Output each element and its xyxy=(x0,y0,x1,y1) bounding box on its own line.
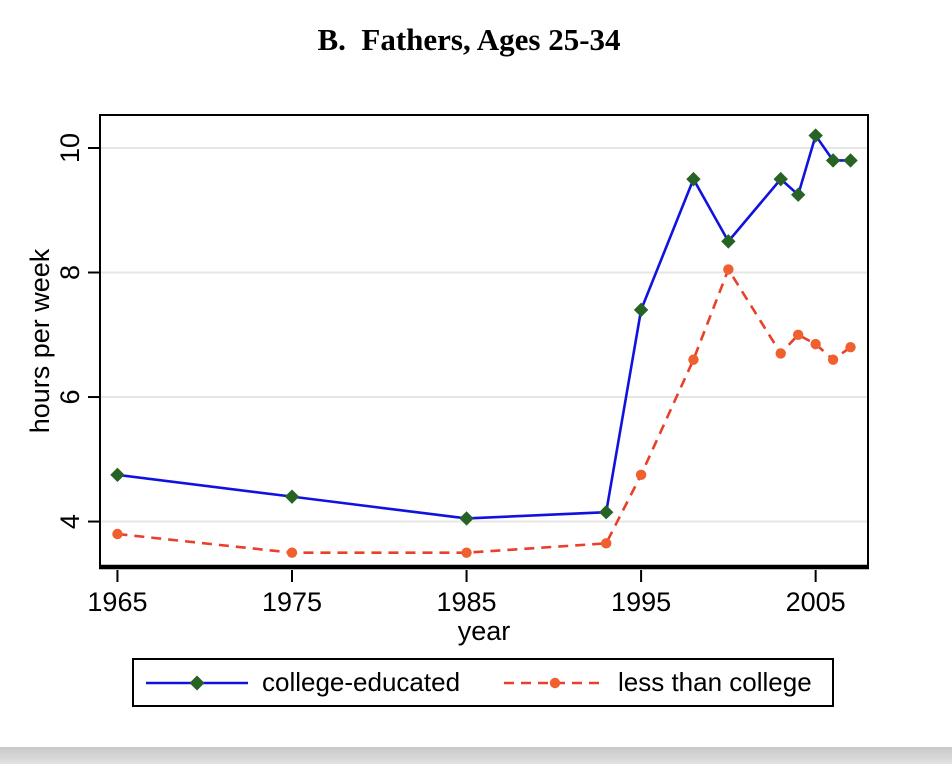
marker-less-than-college-1993 xyxy=(600,538,612,549)
x-axis-title: year xyxy=(458,616,511,646)
marker-less-than-college-1975 xyxy=(286,547,298,558)
marker-college-educated-1965 xyxy=(110,467,125,483)
x-tick-label-1995: 1995 xyxy=(611,587,671,617)
marker-less-than-college-1965 xyxy=(112,528,123,540)
marker-college-educated-2006 xyxy=(825,153,841,168)
x-tick-label-1975: 1975 xyxy=(262,587,322,617)
y-tick-label-4: 4 xyxy=(55,514,85,529)
marker-college-educated-2000 xyxy=(721,234,736,249)
marker-college-educated-1998 xyxy=(686,171,701,187)
legend: college-educated less than college xyxy=(132,658,834,707)
marker-college-educated-2004 xyxy=(790,187,806,202)
college-educated-line-sample xyxy=(146,675,248,691)
y-tick-label-6: 6 xyxy=(55,390,85,405)
y-tick-label-8: 8 xyxy=(55,265,85,280)
marker-college-educated-1995 xyxy=(633,302,649,318)
y-axis-title: hours per week xyxy=(25,248,55,433)
less-than-college-line-sample xyxy=(504,677,606,689)
marker-college-educated-2007 xyxy=(843,153,858,168)
marker-college-educated-2005 xyxy=(808,128,823,143)
marker-college-educated-1993 xyxy=(598,505,614,520)
legend-label-less-than-college: less than college xyxy=(618,667,812,697)
x-tick-label-1985: 1985 xyxy=(437,587,497,617)
circle-marker-icon xyxy=(549,677,561,689)
page-edge-band xyxy=(0,747,952,764)
marker-less-than-college-1985 xyxy=(461,547,472,558)
legend-label-college-educated: college-educated xyxy=(262,667,461,697)
series-line-less-than-college xyxy=(117,266,852,554)
marker-less-than-college-1995 xyxy=(635,469,647,481)
marker-less-than-college-2004 xyxy=(792,329,804,340)
chart-title: B. Fathers, Ages 25-34 xyxy=(317,22,621,57)
diamond-marker-icon xyxy=(189,675,205,691)
plot-frame xyxy=(99,114,869,568)
marker-college-educated-2003 xyxy=(773,171,788,187)
x-tick-label-2005: 2005 xyxy=(786,587,846,617)
marker-college-educated-1985 xyxy=(459,511,474,526)
y-tick-label-10: 10 xyxy=(55,133,85,163)
marker-less-than-college-2000 xyxy=(723,264,734,275)
marker-less-than-college-2003 xyxy=(775,348,786,359)
marker-less-than-college-2007 xyxy=(845,342,856,353)
marker-less-than-college-1998 xyxy=(688,354,699,365)
series-line-college-educated xyxy=(117,132,851,520)
plot-area: 4 6 8 10 1965 1975 1985 1995 2005 hours per week y… xyxy=(25,114,869,646)
x-tick-label-1965: 1965 xyxy=(87,587,147,617)
marker-college-educated-1975 xyxy=(284,489,300,504)
marker-less-than-college-2006 xyxy=(827,354,839,365)
marker-less-than-college-2005 xyxy=(810,338,821,350)
